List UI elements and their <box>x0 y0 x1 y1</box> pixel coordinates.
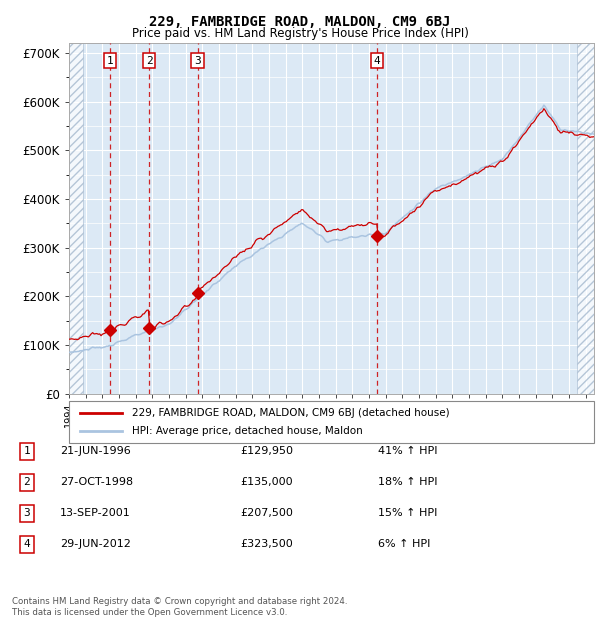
Text: Contains HM Land Registry data © Crown copyright and database right 2024.
This d: Contains HM Land Registry data © Crown c… <box>12 598 347 617</box>
Text: 2: 2 <box>23 477 31 487</box>
Text: 6% ↑ HPI: 6% ↑ HPI <box>378 539 430 549</box>
Text: 229, FAMBRIDGE ROAD, MALDON, CM9 6BJ (detached house): 229, FAMBRIDGE ROAD, MALDON, CM9 6BJ (de… <box>132 408 449 418</box>
Text: 21-JUN-1996: 21-JUN-1996 <box>60 446 131 456</box>
Text: 4: 4 <box>374 56 380 66</box>
Text: £129,950: £129,950 <box>240 446 293 456</box>
Bar <box>69 43 83 394</box>
Text: 1: 1 <box>107 56 113 66</box>
Text: 3: 3 <box>23 508 31 518</box>
Text: 15% ↑ HPI: 15% ↑ HPI <box>378 508 437 518</box>
Text: 1: 1 <box>23 446 31 456</box>
Text: £207,500: £207,500 <box>240 508 293 518</box>
Text: 41% ↑ HPI: 41% ↑ HPI <box>378 446 437 456</box>
Text: Price paid vs. HM Land Registry's House Price Index (HPI): Price paid vs. HM Land Registry's House … <box>131 27 469 40</box>
Text: HPI: Average price, detached house, Maldon: HPI: Average price, detached house, Mald… <box>132 427 363 436</box>
Text: 27-OCT-1998: 27-OCT-1998 <box>60 477 133 487</box>
Text: 2: 2 <box>146 56 153 66</box>
Text: £135,000: £135,000 <box>240 477 293 487</box>
Text: 3: 3 <box>194 56 201 66</box>
Text: 4: 4 <box>23 539 31 549</box>
Text: 29-JUN-2012: 29-JUN-2012 <box>60 539 131 549</box>
Text: 13-SEP-2001: 13-SEP-2001 <box>60 508 131 518</box>
FancyBboxPatch shape <box>69 401 594 443</box>
Bar <box>577 43 594 394</box>
Text: 229, FAMBRIDGE ROAD, MALDON, CM9 6BJ: 229, FAMBRIDGE ROAD, MALDON, CM9 6BJ <box>149 16 451 30</box>
Text: 18% ↑ HPI: 18% ↑ HPI <box>378 477 437 487</box>
Text: £323,500: £323,500 <box>240 539 293 549</box>
